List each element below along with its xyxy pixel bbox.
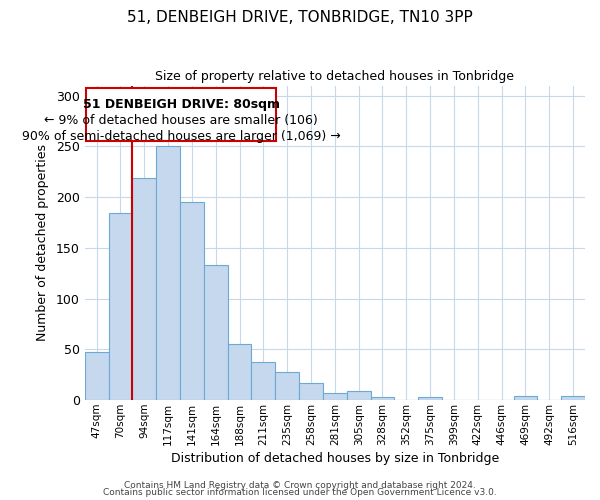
Bar	[156, 146, 180, 400]
Bar	[514, 396, 538, 400]
Y-axis label: Number of detached properties: Number of detached properties	[36, 144, 49, 342]
Text: ← 9% of detached houses are smaller (106): ← 9% of detached houses are smaller (106…	[44, 114, 318, 127]
Text: Contains public sector information licensed under the Open Government Licence v3: Contains public sector information licen…	[103, 488, 497, 497]
Title: Size of property relative to detached houses in Tonbridge: Size of property relative to detached ho…	[155, 70, 514, 83]
Bar	[371, 397, 394, 400]
Text: 90% of semi-detached houses are larger (1,069) →: 90% of semi-detached houses are larger (…	[22, 130, 341, 143]
Text: 51, DENBEIGH DRIVE, TONBRIDGE, TN10 3PP: 51, DENBEIGH DRIVE, TONBRIDGE, TN10 3PP	[127, 10, 473, 25]
Text: 51 DENBEIGH DRIVE: 80sqm: 51 DENBEIGH DRIVE: 80sqm	[83, 98, 280, 110]
Bar	[418, 397, 442, 400]
Bar	[109, 214, 133, 400]
Bar	[561, 396, 585, 400]
Bar	[251, 362, 275, 400]
Bar	[323, 393, 347, 400]
X-axis label: Distribution of detached houses by size in Tonbridge: Distribution of detached houses by size …	[171, 452, 499, 465]
Bar	[85, 352, 109, 400]
Bar	[347, 391, 371, 400]
Bar	[227, 344, 251, 400]
Bar	[275, 372, 299, 400]
Bar	[204, 265, 227, 400]
Text: Contains HM Land Registry data © Crown copyright and database right 2024.: Contains HM Land Registry data © Crown c…	[124, 480, 476, 490]
Bar	[133, 178, 156, 400]
FancyBboxPatch shape	[86, 88, 277, 142]
Bar	[180, 202, 204, 400]
Bar	[299, 383, 323, 400]
